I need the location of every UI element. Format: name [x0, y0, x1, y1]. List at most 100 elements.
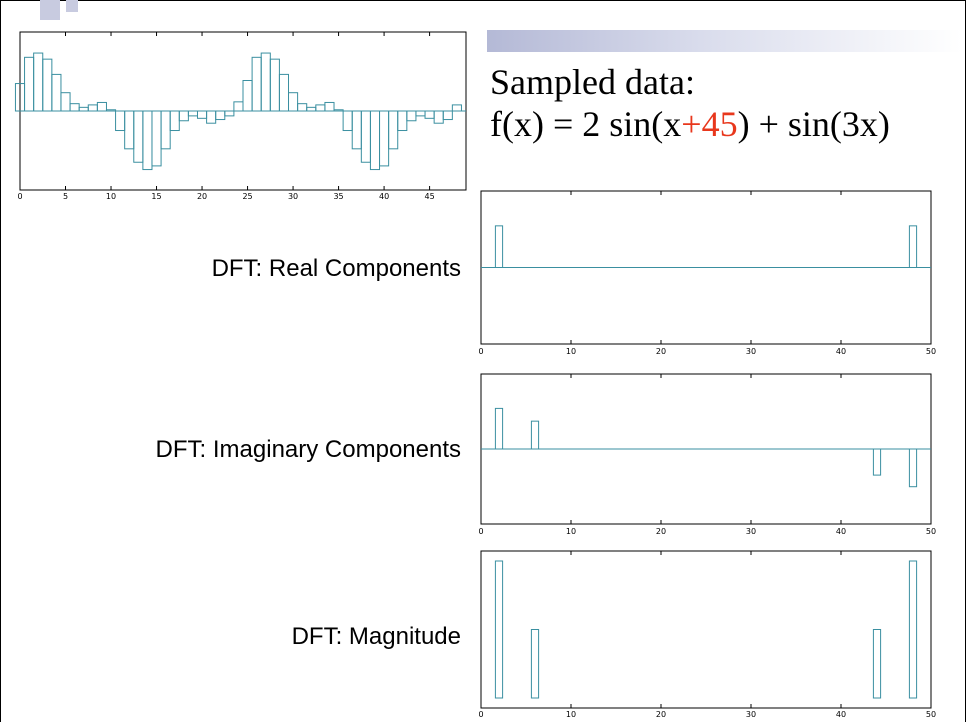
tick-label: 20	[197, 192, 207, 201]
tick-label: 20	[656, 347, 666, 356]
bar	[269, 58, 280, 112]
tick-label: 10	[106, 192, 116, 201]
bar	[187, 110, 198, 117]
label-real: DFT: Real Components	[211, 255, 461, 282]
label-imag: DFT: Imaginary Components	[155, 436, 461, 463]
tick-label: 10	[566, 527, 576, 536]
bar	[369, 110, 381, 171]
tick-label: 35	[333, 192, 343, 201]
bar	[297, 103, 308, 112]
tick-label: 15	[151, 192, 161, 201]
tick-label: 30	[746, 527, 756, 536]
bar	[494, 407, 504, 450]
bar	[60, 92, 71, 112]
label-mag: DFT: Magnitude	[291, 623, 461, 650]
bar	[160, 110, 171, 150]
bar	[388, 110, 399, 150]
bar	[360, 110, 371, 163]
bar	[206, 110, 217, 124]
tick-label: 25	[242, 192, 252, 201]
bar	[288, 92, 299, 112]
bar	[433, 110, 444, 124]
bar	[151, 110, 162, 167]
tick-label: 30	[746, 710, 756, 719]
dft-real-plot: 0 10 20 30 40 50	[478, 190, 936, 356]
tick-label: 0	[478, 347, 483, 356]
decor-square	[66, 0, 78, 12]
tick-label: 40	[836, 527, 846, 536]
bar	[872, 629, 882, 699]
tick-label: 10	[566, 347, 576, 356]
bar	[178, 110, 189, 122]
bar	[315, 104, 326, 112]
bar	[406, 110, 417, 122]
bar	[33, 52, 44, 112]
tick-label: 30	[746, 347, 756, 356]
bar	[215, 110, 226, 121]
bar	[224, 110, 235, 117]
bar	[169, 110, 180, 132]
plot-frame	[480, 550, 932, 709]
bar	[351, 110, 362, 150]
bar	[494, 225, 504, 268]
bar	[133, 110, 144, 163]
bar	[306, 106, 317, 112]
tick-label: 5	[63, 192, 68, 201]
formula-part2: ) + sin(3x)	[737, 104, 890, 144]
bar	[397, 110, 408, 132]
bar	[96, 101, 107, 112]
bar	[124, 110, 135, 150]
heading-line1: Sampled data:	[490, 62, 695, 102]
tick-label: 0	[17, 192, 22, 201]
tick-label: 40	[836, 710, 846, 719]
bar	[278, 73, 290, 112]
bar	[342, 110, 353, 132]
tick-label: 20	[656, 527, 666, 536]
bar	[42, 58, 53, 112]
decor-square	[40, 0, 60, 20]
tick-label: 20	[656, 710, 666, 719]
bar	[78, 106, 89, 112]
bar	[69, 103, 80, 112]
bar	[442, 110, 453, 121]
bar	[908, 225, 918, 268]
heading-formula: f(x) = 2 sin(x+45) + sin(3x)	[490, 104, 890, 144]
bar	[379, 110, 390, 167]
dft-magnitude-plot: 0 10 20 30 40 50	[478, 550, 936, 719]
bar	[251, 56, 262, 112]
tick-label: 50	[926, 527, 936, 536]
bar	[196, 110, 208, 119]
tick-label: 50	[926, 710, 936, 719]
tick-label: 40	[836, 347, 846, 356]
tick-label: 50	[926, 347, 936, 356]
bar	[451, 104, 462, 112]
formula-part1: f(x) = 2 sin(x	[490, 104, 682, 144]
bar	[494, 560, 504, 699]
bar	[51, 73, 62, 112]
bar	[908, 560, 918, 699]
bar	[260, 52, 271, 112]
tick-label: 40	[379, 192, 389, 201]
tick-label: 10	[566, 710, 576, 719]
bar	[530, 629, 540, 699]
bar	[87, 104, 98, 112]
tick-label: 45	[424, 192, 434, 201]
tick-label: 0	[478, 710, 483, 719]
bar	[115, 110, 126, 132]
bar	[530, 420, 540, 450]
bar	[142, 110, 153, 171]
bar	[415, 110, 426, 117]
sampled-data-plot: 0 5 10 15 20 25 30 35 40 45	[14, 31, 467, 201]
dft-imag-plot: 0 10 20 30 40 50	[478, 373, 936, 536]
bar	[242, 80, 253, 112]
bar	[872, 448, 882, 476]
title-bar	[487, 30, 962, 52]
bar	[24, 56, 35, 112]
tick-label: 0	[478, 527, 483, 536]
bar	[324, 101, 335, 112]
bar	[233, 101, 244, 112]
formula-accent: +45	[681, 104, 738, 144]
tick-label: 30	[288, 192, 298, 201]
bar	[908, 448, 918, 488]
